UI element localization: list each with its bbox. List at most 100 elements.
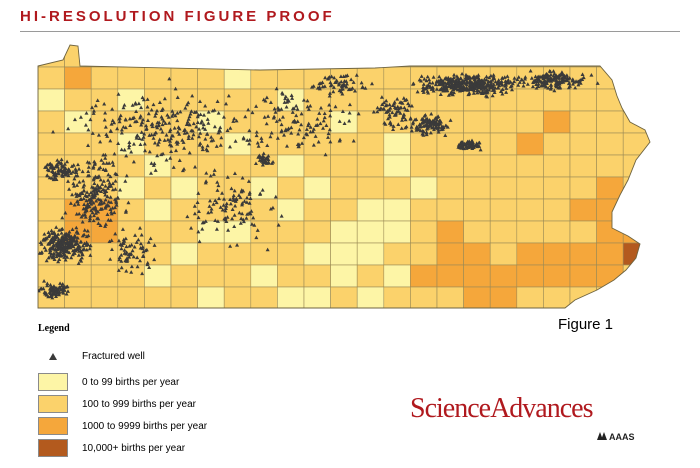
map-cell [277, 286, 305, 308]
fractured-well-marker [185, 119, 190, 124]
fractured-well-marker [60, 215, 65, 220]
fractured-well-marker [59, 168, 64, 172]
fractured-well-marker [106, 178, 111, 182]
fractured-well-marker [230, 216, 235, 221]
fractured-well-marker [51, 287, 56, 292]
map-cell [543, 286, 571, 308]
fractured-well-marker [51, 255, 56, 260]
fractured-well-marker [216, 183, 221, 188]
fractured-well-marker [216, 196, 221, 201]
map-cell [303, 198, 331, 222]
legend-label: 1000 to 9999 births per year [82, 420, 208, 432]
fractured-well-marker [99, 189, 104, 194]
fractured-well-marker [45, 281, 50, 286]
fractured-well-marker [241, 219, 246, 224]
fractured-well-marker [145, 262, 150, 267]
legend-title: Legend [38, 323, 70, 334]
fractured-well-marker [103, 183, 108, 188]
fractured-well-marker [259, 157, 264, 161]
fractured-well-marker [437, 74, 442, 79]
fractured-well-marker [441, 80, 446, 84]
fractured-well-marker [226, 228, 231, 232]
map-cell [569, 242, 597, 266]
fractured-well-marker [553, 81, 558, 86]
fractured-well-marker [191, 121, 196, 126]
map-cell [383, 264, 411, 288]
fractured-well-marker [466, 92, 471, 97]
map-cell [117, 286, 145, 308]
fractured-well-marker [248, 211, 253, 216]
fractured-well-marker [85, 194, 90, 198]
fractured-well-marker [99, 158, 104, 162]
fractured-well-marker [306, 107, 311, 111]
fractured-well-marker [499, 89, 504, 94]
fractured-well-marker [53, 289, 58, 294]
fractured-well-marker [496, 78, 501, 82]
fractured-well-marker [186, 117, 191, 121]
fractured-well-marker [222, 216, 227, 221]
fractured-well-marker [162, 138, 167, 142]
fractured-well-marker [433, 122, 438, 127]
fractured-well-marker [56, 171, 61, 176]
fractured-well-marker [97, 202, 102, 206]
fractured-well-marker [51, 129, 56, 134]
fractured-well-marker [571, 82, 576, 86]
fractured-well-marker [47, 232, 52, 237]
fractured-well-marker [464, 146, 469, 150]
fractured-well-marker [316, 139, 321, 144]
fractured-well-marker [163, 121, 168, 125]
fractured-well-marker [103, 205, 108, 210]
fractured-well-marker [216, 130, 221, 135]
fractured-well-marker [205, 132, 210, 136]
fractured-well-marker [327, 102, 332, 107]
fractured-well-marker [205, 143, 210, 148]
journal-wordmark: ScienceAdvances [410, 393, 593, 424]
fractured-well-marker [113, 197, 118, 201]
fractured-well-marker [165, 137, 170, 142]
fractured-well-marker [204, 179, 209, 183]
fractured-well-marker [279, 122, 284, 127]
fractured-well-marker [451, 90, 456, 95]
fractured-well-marker [292, 118, 297, 123]
fractured-well-marker [71, 251, 76, 255]
fractured-well-marker [171, 165, 176, 169]
fractured-well-marker [341, 82, 346, 86]
fractured-well-marker [100, 182, 105, 186]
fractured-well-marker [132, 244, 137, 249]
fractured-well-marker [403, 117, 408, 122]
map-cell [170, 154, 198, 178]
fractured-well-marker [274, 86, 279, 91]
fractured-well-marker [72, 202, 77, 207]
fractured-well-marker [450, 82, 455, 87]
fractured-well-marker [276, 223, 281, 227]
fractured-well-marker [209, 206, 214, 211]
map-cell [596, 110, 624, 134]
map-cell [356, 132, 385, 156]
fractured-well-marker [273, 194, 278, 199]
fractured-well-marker [534, 82, 539, 87]
fractured-well-marker [266, 153, 271, 158]
fractured-well-marker [145, 97, 150, 101]
fractured-well-marker [289, 93, 294, 98]
fractured-well-marker [406, 101, 411, 106]
map-cell [383, 132, 411, 156]
fractured-well-marker [144, 123, 149, 128]
fractured-well-marker [64, 291, 69, 296]
fractured-well-marker [189, 109, 194, 113]
fractured-well-marker [235, 243, 240, 247]
fractured-well-marker [91, 177, 96, 182]
fractured-well-marker [118, 242, 123, 247]
fractured-well-marker [102, 117, 107, 122]
fractured-well-marker [146, 240, 151, 244]
fractured-well-marker [468, 75, 473, 79]
fractured-well-marker [102, 188, 107, 192]
map-cell [38, 198, 65, 222]
fractured-well-marker [211, 202, 216, 206]
state-border [37, 44, 651, 309]
fractured-well-marker [131, 254, 136, 259]
fractured-well-marker [463, 77, 468, 82]
fractured-well-marker [76, 249, 81, 253]
fractured-well-marker [203, 180, 208, 185]
fractured-well-marker [256, 155, 261, 159]
